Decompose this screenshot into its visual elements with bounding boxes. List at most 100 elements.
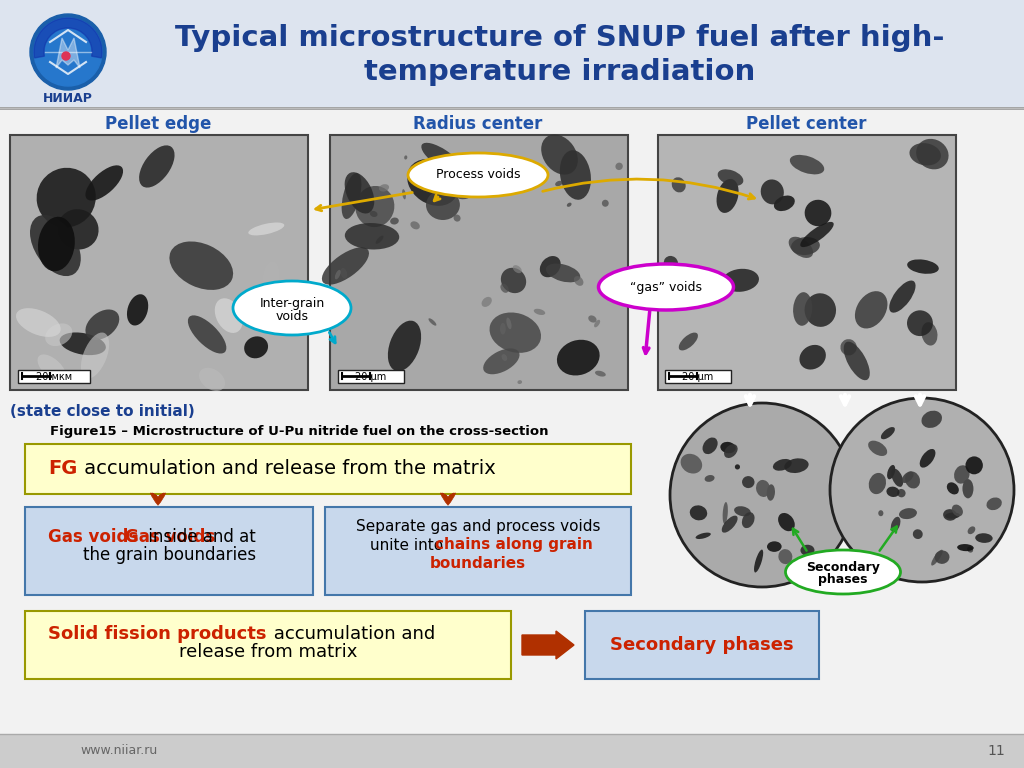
- Ellipse shape: [756, 480, 770, 497]
- Ellipse shape: [248, 223, 285, 236]
- Ellipse shape: [881, 427, 895, 439]
- FancyBboxPatch shape: [25, 444, 631, 494]
- Ellipse shape: [450, 172, 477, 199]
- Ellipse shape: [534, 309, 545, 315]
- Ellipse shape: [800, 345, 825, 369]
- Ellipse shape: [85, 165, 123, 200]
- FancyBboxPatch shape: [0, 108, 1024, 735]
- FancyBboxPatch shape: [338, 370, 404, 383]
- FancyBboxPatch shape: [25, 507, 313, 595]
- Ellipse shape: [947, 482, 958, 495]
- Text: www.niiar.ru: www.niiar.ru: [80, 744, 158, 757]
- Ellipse shape: [922, 411, 942, 428]
- Ellipse shape: [408, 159, 459, 206]
- Ellipse shape: [784, 458, 809, 473]
- Ellipse shape: [957, 544, 974, 551]
- Ellipse shape: [899, 508, 916, 519]
- Ellipse shape: [966, 456, 983, 475]
- Ellipse shape: [573, 276, 584, 286]
- Ellipse shape: [868, 441, 887, 456]
- Ellipse shape: [187, 316, 226, 353]
- Ellipse shape: [724, 444, 737, 458]
- Text: “gas” voids: “gas” voids: [630, 280, 702, 293]
- Ellipse shape: [912, 529, 923, 539]
- Ellipse shape: [341, 268, 347, 279]
- FancyBboxPatch shape: [585, 611, 819, 679]
- Ellipse shape: [81, 333, 110, 379]
- Ellipse shape: [37, 167, 96, 227]
- Ellipse shape: [717, 179, 738, 213]
- Ellipse shape: [788, 237, 813, 258]
- Ellipse shape: [773, 459, 792, 471]
- Text: Secondary phases: Secondary phases: [610, 636, 794, 654]
- FancyBboxPatch shape: [330, 135, 628, 390]
- Ellipse shape: [500, 323, 506, 335]
- Text: accumulation and release from the matrix: accumulation and release from the matrix: [78, 459, 496, 478]
- Ellipse shape: [348, 373, 356, 379]
- Ellipse shape: [388, 320, 421, 371]
- Ellipse shape: [502, 354, 507, 361]
- Ellipse shape: [734, 506, 751, 516]
- Ellipse shape: [335, 270, 341, 280]
- Ellipse shape: [844, 342, 869, 380]
- Ellipse shape: [594, 319, 600, 327]
- Ellipse shape: [139, 145, 174, 187]
- Ellipse shape: [774, 196, 795, 211]
- Ellipse shape: [595, 371, 606, 376]
- Ellipse shape: [426, 190, 460, 220]
- Ellipse shape: [615, 163, 623, 170]
- FancyBboxPatch shape: [0, 734, 1024, 768]
- Text: Pellet center: Pellet center: [745, 115, 866, 133]
- Text: 20 мкм: 20 мкм: [36, 372, 72, 382]
- Ellipse shape: [761, 180, 783, 204]
- Text: phases: phases: [818, 574, 867, 587]
- Ellipse shape: [935, 551, 949, 564]
- Ellipse shape: [778, 513, 795, 531]
- Text: Process voids: Process voids: [436, 168, 520, 181]
- Ellipse shape: [805, 293, 836, 327]
- Ellipse shape: [501, 283, 509, 293]
- Ellipse shape: [199, 368, 225, 391]
- Ellipse shape: [963, 479, 974, 498]
- Ellipse shape: [922, 323, 938, 346]
- Polygon shape: [56, 38, 80, 68]
- Ellipse shape: [791, 237, 820, 255]
- Ellipse shape: [542, 134, 578, 174]
- Ellipse shape: [954, 465, 970, 484]
- Text: Radius center: Radius center: [414, 115, 543, 133]
- Text: Inter-grain: Inter-grain: [259, 297, 325, 310]
- Ellipse shape: [513, 265, 521, 273]
- Ellipse shape: [428, 318, 436, 326]
- Ellipse shape: [390, 217, 398, 224]
- Ellipse shape: [916, 139, 948, 170]
- Ellipse shape: [560, 151, 591, 200]
- Text: unite into: unite into: [370, 538, 449, 552]
- Ellipse shape: [57, 209, 98, 250]
- Ellipse shape: [555, 180, 562, 186]
- Ellipse shape: [705, 475, 715, 482]
- Ellipse shape: [59, 333, 105, 355]
- Ellipse shape: [263, 262, 280, 298]
- Ellipse shape: [602, 200, 608, 207]
- Circle shape: [30, 14, 106, 90]
- Ellipse shape: [778, 549, 793, 564]
- Ellipse shape: [690, 505, 708, 521]
- Ellipse shape: [370, 211, 378, 217]
- Ellipse shape: [517, 380, 522, 384]
- Circle shape: [670, 403, 854, 587]
- Ellipse shape: [945, 512, 961, 518]
- Ellipse shape: [38, 217, 75, 271]
- Ellipse shape: [404, 155, 408, 160]
- Ellipse shape: [45, 323, 73, 346]
- Ellipse shape: [672, 177, 686, 193]
- Ellipse shape: [345, 223, 399, 250]
- FancyBboxPatch shape: [325, 507, 631, 595]
- FancyBboxPatch shape: [25, 611, 511, 679]
- Ellipse shape: [322, 247, 369, 285]
- Text: Gas voids: Gas voids: [125, 528, 215, 546]
- Ellipse shape: [897, 489, 905, 498]
- Ellipse shape: [889, 280, 915, 313]
- Ellipse shape: [244, 336, 268, 359]
- Text: release from matrix: release from matrix: [179, 643, 357, 661]
- Text: (state close to initial): (state close to initial): [10, 405, 195, 419]
